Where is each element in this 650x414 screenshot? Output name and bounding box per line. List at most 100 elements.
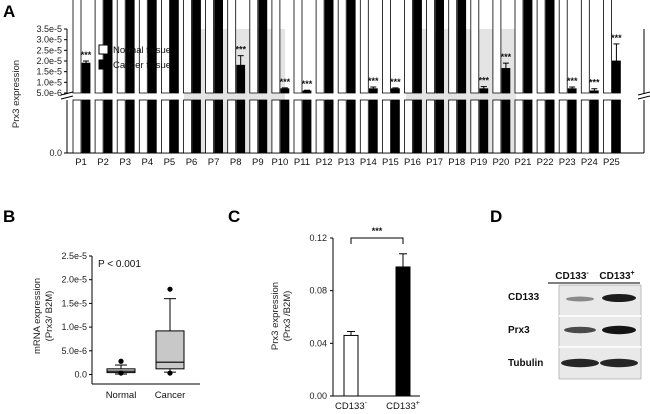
panel-b-ylabel-line2: (Prx3/ B2M) [44,291,55,342]
bar-normal-upper [580,0,590,94]
category-label: P20 [492,157,509,168]
bar-normal-lower [160,99,170,154]
panel-c-bars [343,253,411,397]
band-prx3-pos [602,325,636,335]
significance-marker: *** [390,77,401,87]
bar-normal-lower [271,99,281,154]
bar-normal-lower [426,99,436,154]
bar-normal-lower [470,99,480,154]
bar-normal-lower [205,99,215,154]
panel-b-tick-label: 2.5e-5 [61,251,87,261]
category-label: P18 [448,157,465,168]
band-cd133-neg [566,296,594,302]
blot-column-header: CD133- [555,270,589,282]
bar-normal-upper [138,0,148,94]
bar-normal-lower [492,99,502,154]
category-label: P16 [404,157,421,168]
panel-a-significance: ****************************************… [81,33,622,89]
panel-c-category-sign: + [416,400,420,407]
bar-cancer-upper [523,0,533,94]
category-label: P14 [360,157,377,168]
category-label: P24 [581,157,598,168]
bar-normal-upper [359,0,369,94]
bar-normal-upper [492,0,502,94]
outlier-cancer [167,370,173,376]
band-prx3-neg [564,326,596,334]
bar-normal-lower [227,99,237,154]
category-label: P7 [208,157,220,168]
panel-letter-b: B [3,207,15,226]
panel-b-ylabel-line1: mRNA expression [32,278,43,354]
bar-normal-lower [580,99,590,154]
panel-a-y-ticks: 3.5e-53.0e-52.5e-52.0e-51.5e-51.0e-55.0e… [36,24,67,158]
category-label: P1 [75,157,87,168]
panel-b-category-normal: Normal [106,390,137,401]
bar-cancer-lower [214,99,224,154]
bar-normal-lower [183,99,192,154]
category-label: P4 [141,157,153,168]
bar-cancer-upper [479,88,489,94]
panel-a-categories: P1 P2 P3 P4 P5 P6 P7 P8 P9 P10 P11 P12 P13 P14 P15 P16 P… [75,157,620,168]
panel-c-category-name: CD133 [386,401,416,412]
bar-cancer-upper [147,0,157,94]
bar-cancer-lower [169,99,179,154]
panel-c-tick-label: 0.08 [309,286,327,296]
bar-cancer-upper [125,0,135,94]
panel-a-chart: Prx3 expression 3.5e-53.0e-52.5e-52.0e-5… [11,0,650,168]
category-label: P12 [316,157,333,168]
bar-cancer-lower [501,99,511,154]
panel-letter-d: D [490,207,502,226]
category-label: P13 [338,157,355,168]
panel-letter-c: C [228,207,240,226]
panel-c-category-name: CD133 [335,401,365,412]
panel-c-category-sign: - [365,400,368,407]
blot-column-header-name: CD133 [599,271,631,282]
panel-a-tick-label: 5.0e-6 [36,88,62,98]
legend-label-normal: Normal tissue [113,45,171,56]
panel-c-ylabel-line1: Prx3 expression [270,282,281,350]
bar-normal-lower [359,99,369,154]
bar-normal-upper [470,0,480,94]
bar-cancer-upper [302,90,312,94]
bar-normal-lower [558,99,568,154]
bar-cancer-upper [280,88,290,94]
significance-marker: *** [368,76,379,86]
bar-cancer-upper [192,0,201,94]
blot-column-header-sign: - [586,270,589,277]
category-label: P19 [470,157,487,168]
bar-normal-upper [315,0,325,94]
bar-cancer-lower [324,99,334,154]
bar-normal-upper [183,0,192,94]
category-label: P22 [537,157,554,168]
bar-normal-upper [558,0,568,94]
bar-cancer-upper [457,0,467,94]
bar-cancer-upper [413,0,422,94]
panel-c-category: CD133- [335,400,368,412]
panel-b-tick-label: 0.0 [74,370,87,380]
category-label: P9 [252,157,264,168]
bar-normal-upper [448,0,458,94]
significance-marker: *** [589,78,600,88]
band-cd133-pos [602,294,636,302]
significance-marker: *** [479,76,490,86]
bar-normal-upper [116,0,126,94]
bar-cancer-upper [545,0,555,94]
bar-cancer-lower [346,99,356,154]
significance-marker: *** [302,79,313,89]
bar-normal-upper [160,0,170,94]
bar-cancer-lower [457,99,467,154]
bar-normal-upper [603,0,612,94]
category-label: P5 [164,157,176,168]
panel-a-tick-label: 3.0e-5 [36,35,62,45]
panel-b-tick-label: 2.0e-5 [61,275,87,285]
bar-normal-upper [227,0,237,94]
bar-cancer-upper [390,88,400,94]
bar-cancer-lower [192,99,201,154]
significance-marker: *** [280,77,291,87]
bar-cancer-lower [479,99,489,154]
blot-row-label-tubulin: Tubulin [508,358,543,369]
significance-marker: *** [611,33,622,43]
bar-cancer-lower [413,99,422,154]
bar-cancer-lower [523,99,533,154]
bar-normal-lower [249,99,259,154]
